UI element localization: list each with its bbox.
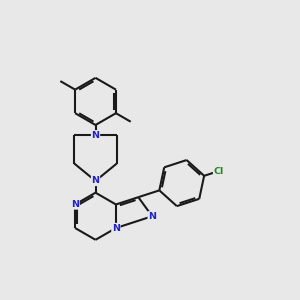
Text: N: N — [112, 224, 120, 232]
Text: Cl: Cl — [214, 167, 224, 176]
Text: N: N — [148, 212, 156, 221]
Text: N: N — [92, 176, 100, 185]
Text: N: N — [71, 200, 79, 209]
Text: N: N — [92, 131, 100, 140]
